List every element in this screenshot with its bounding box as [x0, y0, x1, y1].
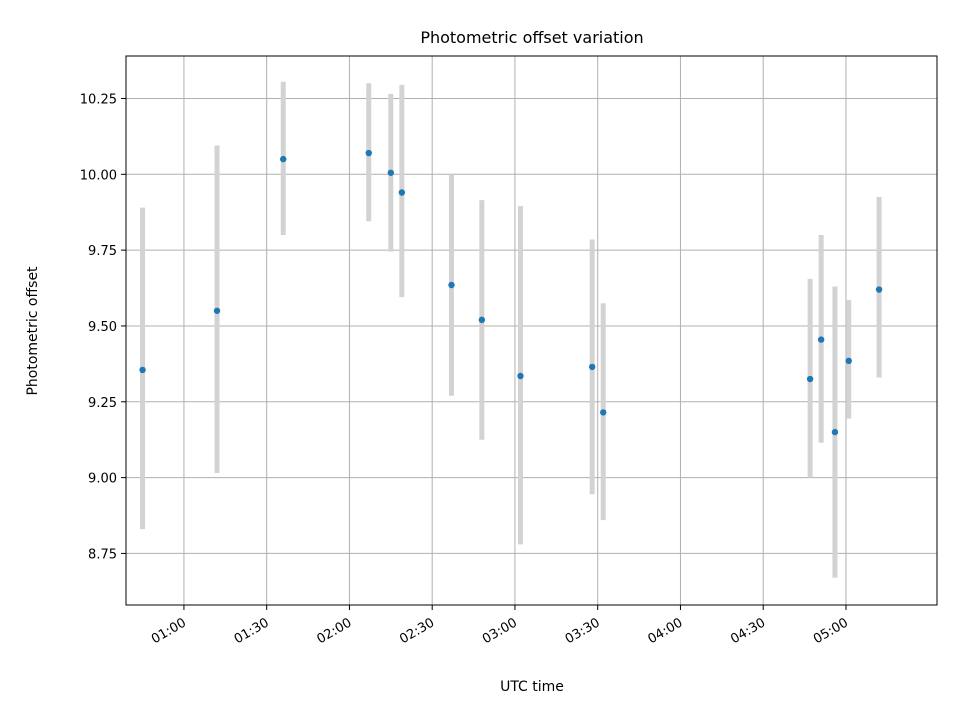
data-point — [398, 189, 406, 196]
data-point — [387, 169, 395, 176]
data-point — [517, 372, 524, 380]
plot-frame — [125, 55, 938, 606]
y-tick-label: 10.00 — [80, 168, 117, 183]
data-point — [806, 375, 814, 383]
data-point — [139, 366, 146, 374]
y-tick-label: 9.75 — [88, 244, 117, 259]
y-tick-label: 9.25 — [88, 396, 117, 411]
grid — [126, 56, 937, 605]
y-tick-label: 9.50 — [88, 320, 117, 335]
data-point — [448, 281, 455, 289]
y-axis-label: Photometric offset — [25, 266, 41, 396]
data-point — [280, 155, 287, 163]
data-point — [478, 316, 486, 324]
data-point — [600, 409, 607, 416]
data-point — [365, 149, 372, 157]
chart-title: Photometric offset variation — [420, 28, 643, 47]
y-axis-ticks: 8.75 9.00 9.25 9.50 9.75 10.00 10.25 — [80, 92, 126, 562]
data-point — [845, 357, 852, 365]
data-point — [817, 336, 825, 343]
data-point — [213, 307, 221, 314]
data-point — [875, 286, 883, 293]
data-point — [588, 363, 596, 371]
y-tick-label: 9.00 — [88, 472, 117, 487]
y-tick-label: 8.75 — [88, 547, 117, 562]
x-axis-label: UTC time — [500, 679, 564, 695]
data-point — [831, 428, 839, 436]
y-tick-label: 10.25 — [80, 92, 117, 107]
data-points — [139, 149, 883, 436]
